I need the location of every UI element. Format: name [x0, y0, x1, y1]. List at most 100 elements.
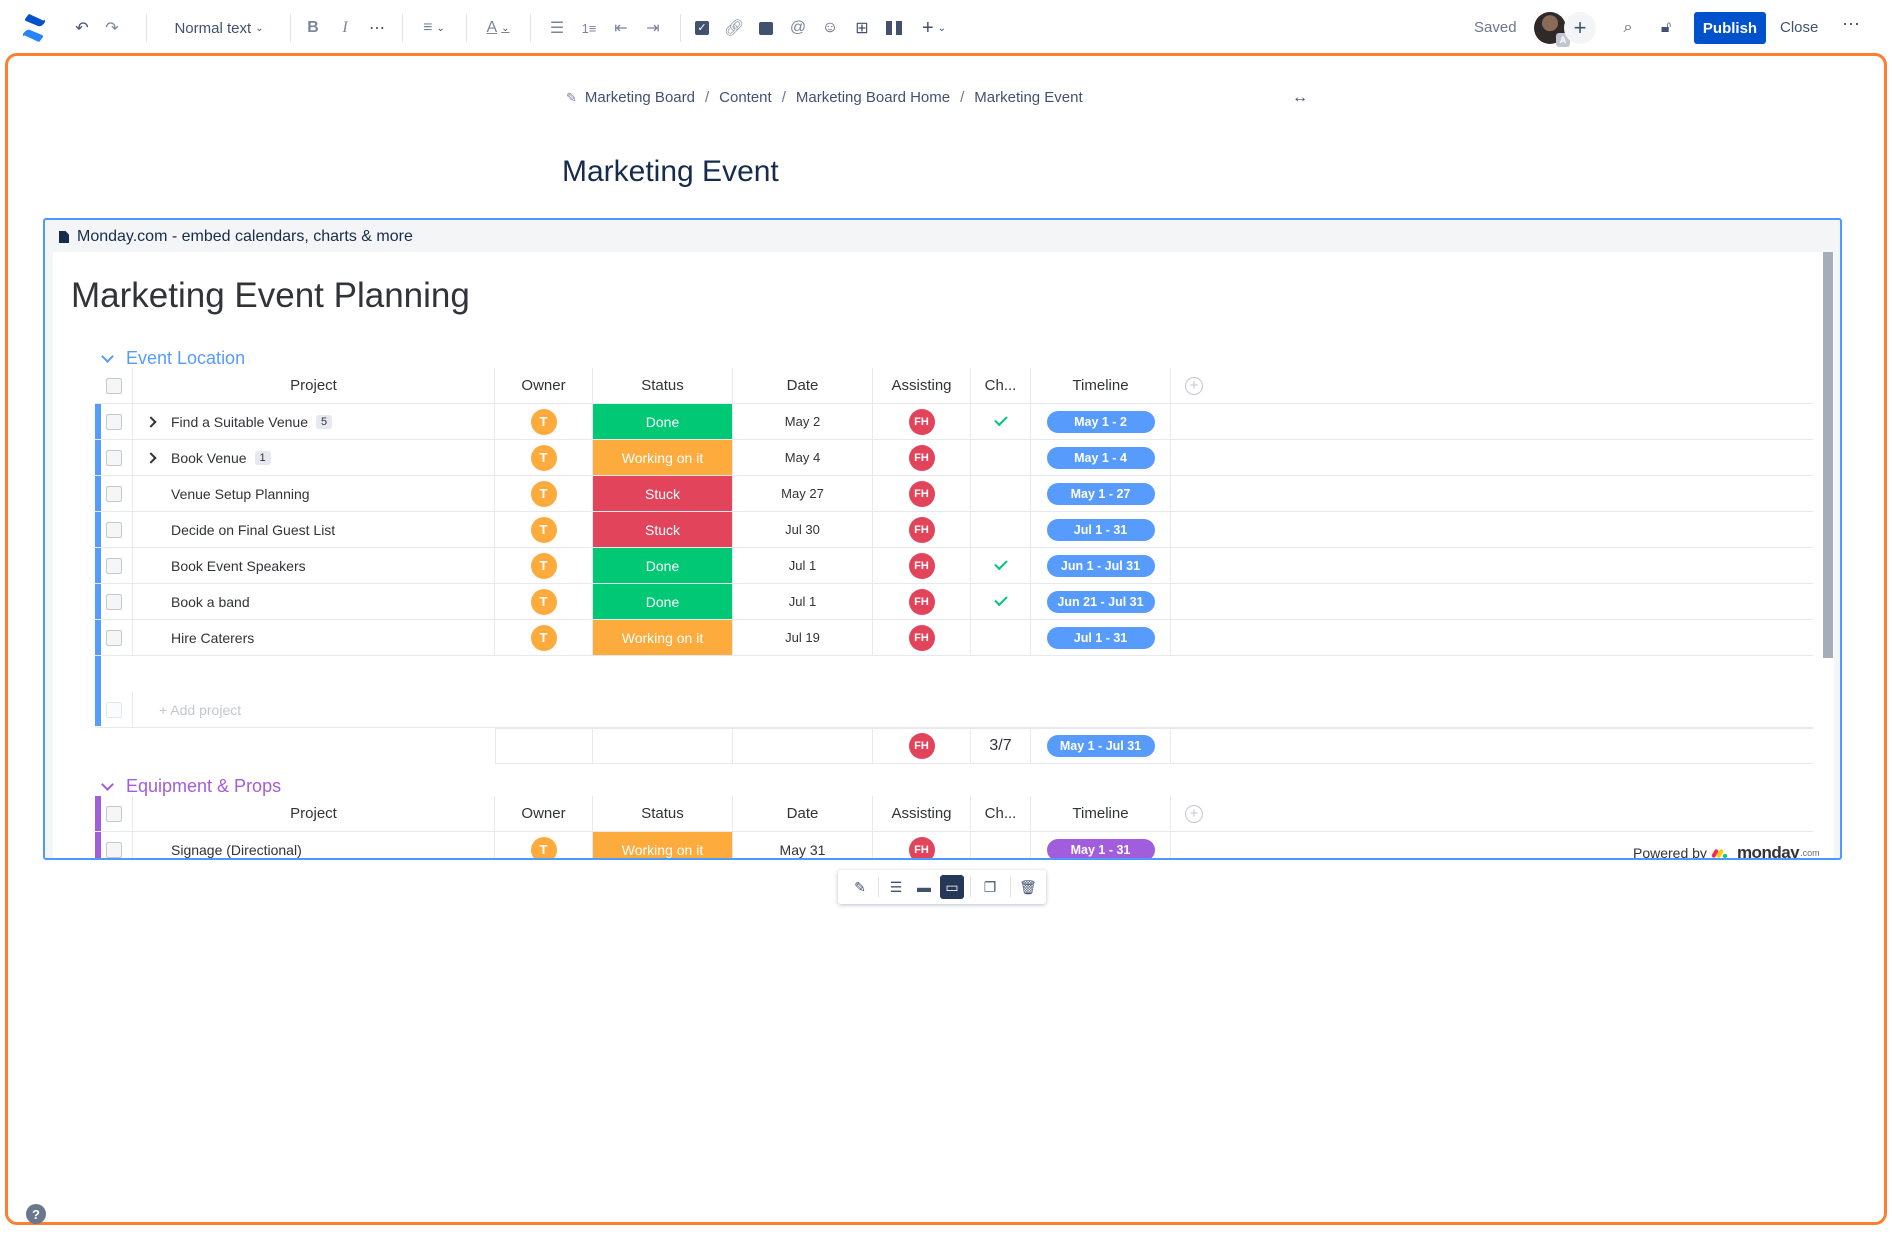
table-row[interactable]: Book Event Speakers T Done Jul 1 FH Jun 1 - J…: [95, 548, 1813, 584]
group-title-equipment-props[interactable]: Equipment & Props: [99, 776, 281, 797]
project-cell[interactable]: Hire Caterers: [133, 620, 495, 656]
checkbox[interactable]: [105, 841, 122, 858]
timeline-cell[interactable]: May 1 - 27: [1031, 476, 1171, 512]
column-header-date[interactable]: Date: [733, 796, 873, 832]
project-name[interactable]: Book Venue: [171, 449, 247, 466]
date-cell[interactable]: Jul 19: [733, 620, 873, 656]
column-header-date[interactable]: Date: [733, 368, 873, 404]
column-header-project[interactable]: Project: [133, 796, 495, 832]
date-cell[interactable]: May 27: [733, 476, 873, 512]
date-cell[interactable]: May 2: [733, 404, 873, 440]
redo-icon[interactable]: ↷: [105, 20, 119, 37]
checkbox[interactable]: [105, 449, 122, 466]
checkbox[interactable]: [105, 377, 122, 394]
delete-trash-icon[interactable]: 🗑︎: [1019, 878, 1037, 895]
outdent-icon[interactable]: ⇤: [614, 20, 628, 37]
column-header-assisting[interactable]: Assisting: [873, 796, 971, 832]
checkbox[interactable]: [105, 485, 122, 502]
breadcrumb-item[interactable]: Marketing Board Home: [795, 89, 951, 106]
undo-icon[interactable]: ↶: [75, 20, 89, 37]
column-header-owner[interactable]: Owner: [495, 796, 593, 832]
subitems-count-badge[interactable]: 5: [316, 414, 333, 429]
column-header-assisting[interactable]: Assisting: [873, 368, 971, 404]
table-icon[interactable]: ⊞: [855, 20, 869, 37]
full-width-toggle-icon[interactable]: ↔: [1292, 89, 1308, 106]
owner-cell[interactable]: T: [495, 584, 593, 620]
checkbox[interactable]: [105, 629, 122, 646]
bold-icon[interactable]: B: [307, 19, 319, 36]
status-cell[interactable]: Done: [593, 584, 733, 620]
scrollbar[interactable]: [1823, 252, 1833, 658]
column-header-timeline[interactable]: Timeline: [1031, 368, 1171, 404]
page-title[interactable]: Marketing Event: [562, 155, 779, 188]
owner-cell[interactable]: T: [495, 476, 593, 512]
assisting-cell[interactable]: FH: [873, 584, 971, 620]
more-formatting-icon[interactable]: ⋯: [369, 20, 385, 37]
checkbox-cell[interactable]: [95, 440, 133, 476]
table-row[interactable]: Hire Caterers T Working on it Jul 19 FH Jul 1…: [95, 620, 1813, 656]
checkbox-cell[interactable]: [95, 620, 133, 656]
numbered-list-icon[interactable]: 1≡: [581, 20, 597, 36]
assisting-cell[interactable]: FH: [873, 512, 971, 548]
close-button[interactable]: Close: [1780, 19, 1819, 36]
column-header-timeline[interactable]: Timeline: [1031, 796, 1171, 832]
project-cell[interactable]: Decide on Final Guest List: [133, 512, 495, 548]
check-cell[interactable]: [971, 476, 1031, 512]
assisting-cell[interactable]: FH: [873, 476, 971, 512]
project-cell[interactable]: Book Venue 1: [133, 440, 495, 476]
status-cell[interactable]: Stuck: [593, 476, 733, 512]
image-icon[interactable]: [754, 16, 778, 40]
date-cell[interactable]: Jul 30: [733, 512, 873, 548]
subitems-count-badge[interactable]: 1: [254, 450, 271, 465]
owner-cell[interactable]: T: [495, 440, 593, 476]
check-cell[interactable]: [971, 404, 1031, 440]
owner-cell[interactable]: T: [495, 404, 593, 440]
date-cell[interactable]: May 31: [733, 832, 873, 858]
date-cell[interactable]: May 4: [733, 440, 873, 476]
breadcrumb-item[interactable]: Marketing Event: [974, 89, 1083, 106]
select-all-checkbox-cell[interactable]: [95, 368, 133, 404]
owner-cell[interactable]: T: [495, 832, 593, 858]
project-cell[interactable]: Book a band: [133, 584, 495, 620]
indent-icon[interactable]: ⇥: [646, 20, 660, 37]
column-header-status[interactable]: Status: [593, 368, 733, 404]
checkbox[interactable]: [105, 593, 122, 610]
status-cell[interactable]: Done: [593, 404, 733, 440]
task-checkbox-icon[interactable]: ✓: [690, 16, 714, 40]
breadcrumb-item[interactable]: Marketing Board: [584, 89, 695, 106]
monday-embed-macro[interactable]: Monday.com - embed calendars, charts & m…: [43, 218, 1842, 860]
status-cell[interactable]: Stuck: [593, 512, 733, 548]
breadcrumb-item[interactable]: Content: [719, 89, 772, 106]
check-cell[interactable]: [971, 512, 1031, 548]
checkbox[interactable]: [105, 521, 122, 538]
project-cell[interactable]: Venue Setup Planning: [133, 476, 495, 512]
select-all-checkbox-cell[interactable]: [95, 796, 133, 832]
project-name[interactable]: Book a band: [171, 593, 250, 610]
status-cell[interactable]: Working on it: [593, 620, 733, 656]
project-name[interactable]: Venue Setup Planning: [171, 485, 310, 502]
confluence-logo-icon[interactable]: [20, 14, 48, 42]
timeline-cell[interactable]: Jun 1 - Jul 31: [1031, 548, 1171, 584]
chevron-right-icon[interactable]: [145, 451, 157, 464]
add-project-cell[interactable]: + Add project: [133, 692, 1813, 728]
check-cell[interactable]: [971, 832, 1031, 858]
user-avatar[interactable]: A: [1534, 12, 1570, 47]
project-name[interactable]: Book Event Speakers: [171, 557, 306, 574]
checkbox-cell[interactable]: [95, 832, 133, 858]
status-cell[interactable]: Working on it: [593, 832, 733, 858]
checkbox-cell[interactable]: [95, 548, 133, 584]
check-cell[interactable]: [971, 620, 1031, 656]
owner-cell[interactable]: T: [495, 548, 593, 584]
more-options-icon[interactable]: ⋯: [1842, 14, 1860, 34]
search-icon[interactable]: ⌕: [1623, 19, 1633, 36]
checkbox-cell[interactable]: [95, 404, 133, 440]
mention-icon[interactable]: @: [789, 19, 807, 36]
project-name[interactable]: Hire Caterers: [171, 629, 255, 646]
project-name[interactable]: Find a Suitable Venue: [171, 413, 308, 430]
project-cell[interactable]: Signage (Directional): [133, 832, 495, 858]
table-row[interactable]: Book Venue 1 T Working on it May 4 FH May 1 - …: [95, 440, 1813, 476]
column-header-checkbox[interactable]: Ch...: [971, 796, 1031, 832]
checkbox[interactable]: [105, 805, 122, 822]
add-column-icon[interactable]: +: [1185, 376, 1203, 395]
assisting-cell[interactable]: FH: [873, 548, 971, 584]
